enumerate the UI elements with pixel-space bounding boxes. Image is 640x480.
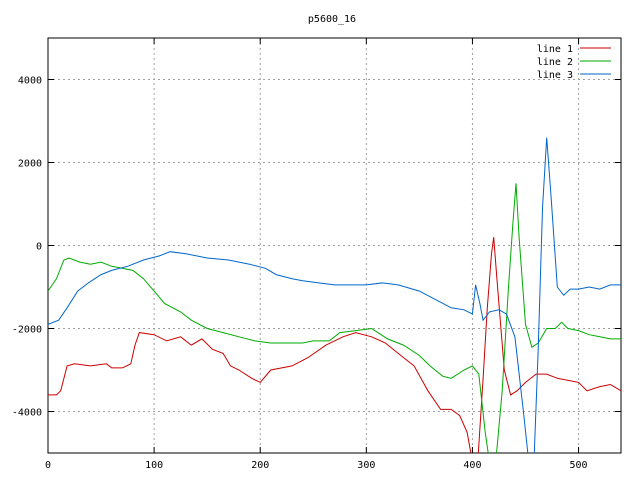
legend-label: line 2 xyxy=(537,57,573,68)
y-tick-label: -4000 xyxy=(12,408,42,419)
axis-ticks: 0 100 200 300 400 500 -4000 -2000 0 2000 4000 xyxy=(12,38,621,471)
x-tick-label: 500 xyxy=(570,460,588,471)
grid xyxy=(48,38,621,453)
x-tick-label: 400 xyxy=(463,460,481,471)
series-line-1 xyxy=(48,237,621,453)
chart-title: p5600_16 xyxy=(308,14,356,25)
x-tick-label: 100 xyxy=(145,460,163,471)
legend-label: line 3 xyxy=(537,70,573,81)
y-tick-label: 2000 xyxy=(18,159,42,170)
series-group xyxy=(48,137,621,453)
legend-label: line 1 xyxy=(537,44,573,55)
y-tick-label: 4000 xyxy=(18,76,42,87)
x-tick-label: 0 xyxy=(45,460,51,471)
x-tick-label: 200 xyxy=(251,460,269,471)
legend: line 1 line 2 line 3 xyxy=(537,44,611,81)
x-tick-label: 300 xyxy=(357,460,375,471)
series-line-2 xyxy=(48,183,621,453)
y-tick-label: -2000 xyxy=(12,325,42,336)
y-tick-label: 0 xyxy=(36,242,42,253)
series-line-3 xyxy=(48,137,621,453)
